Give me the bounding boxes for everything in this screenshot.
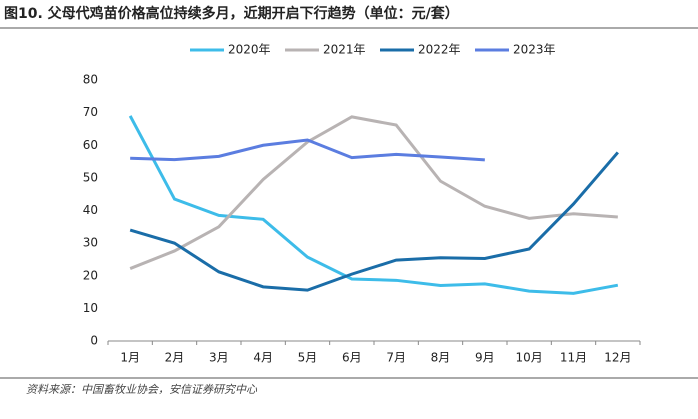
legend-label: 2023年 bbox=[513, 43, 556, 57]
x-tick-label: 10月 bbox=[516, 351, 543, 365]
x-tick-label: 4月 bbox=[253, 351, 273, 365]
y-tick-label: 10 bbox=[83, 301, 98, 315]
legend-label: 2020年 bbox=[228, 43, 271, 57]
x-tick-label: 12月 bbox=[604, 351, 631, 365]
x-tick-label: 8月 bbox=[431, 351, 451, 365]
series-line bbox=[130, 138, 485, 162]
y-tick-label: 20 bbox=[83, 268, 98, 282]
x-tick-label: 7月 bbox=[386, 351, 406, 365]
y-tick-label: 80 bbox=[83, 73, 98, 87]
series-line bbox=[128, 115, 619, 295]
x-tick-label: 3月 bbox=[209, 351, 229, 365]
x-tick-label: 2月 bbox=[165, 351, 185, 365]
x-tick-label: 6月 bbox=[342, 351, 362, 365]
series-line bbox=[129, 115, 618, 270]
x-tick-label: 11月 bbox=[560, 351, 587, 365]
y-tick-label: 50 bbox=[83, 170, 98, 184]
series-line bbox=[129, 151, 619, 292]
source: 资料来源：中国畜牧业协会，安信证券研究中心 bbox=[26, 383, 258, 396]
x-tick-label: 9月 bbox=[475, 351, 495, 365]
legend-label: 2022年 bbox=[418, 43, 461, 57]
y-tick-label: 70 bbox=[83, 105, 98, 119]
x-tick-label: 1月 bbox=[120, 351, 140, 365]
legend-label: 2021年 bbox=[323, 43, 366, 57]
chart-title: 图10. 父母代鸡苗价格高位持续多月，近期开启下行趋势（单位：元/套） bbox=[4, 5, 459, 22]
y-tick-label: 30 bbox=[83, 236, 98, 250]
x-tick-label: 5月 bbox=[298, 351, 318, 365]
y-tick-label: 40 bbox=[83, 203, 98, 217]
y-tick-label: 0 bbox=[90, 334, 98, 348]
y-tick-label: 60 bbox=[83, 138, 98, 152]
